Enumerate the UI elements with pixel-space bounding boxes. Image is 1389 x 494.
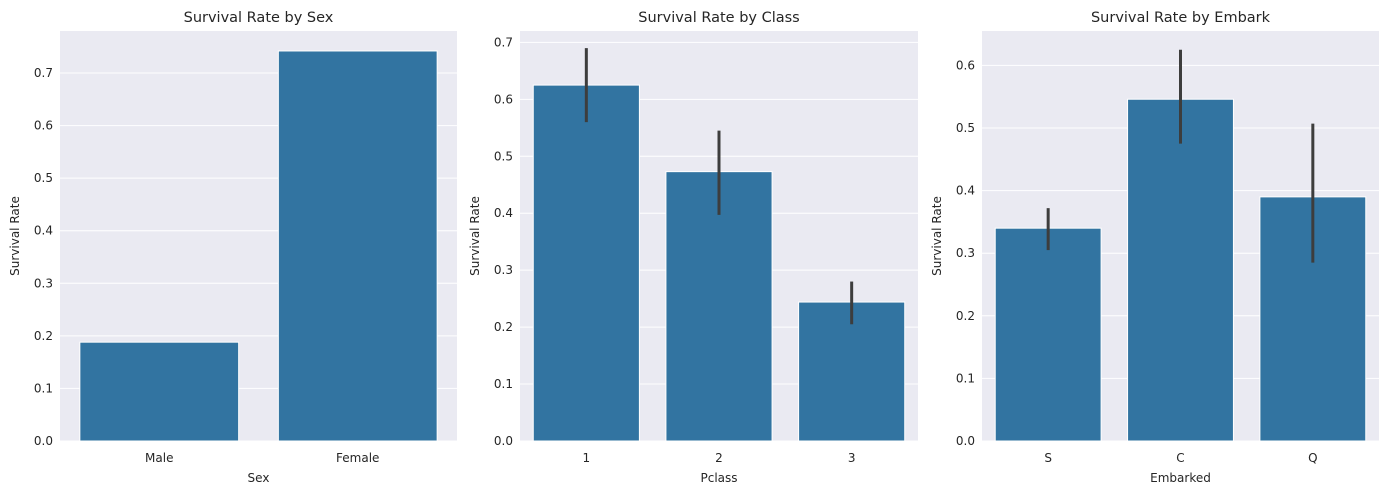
chart-panel-3: 0.0 0.1 0.2 0.3 0.4 0.5 0.6 S C Q Survival Rate by… bbox=[930, 10, 1379, 485]
y-tick-label: 0.6 bbox=[494, 92, 513, 106]
x-tick-label: 1 bbox=[583, 451, 591, 465]
bar-male bbox=[79, 341, 240, 442]
y-tick-label: 0.5 bbox=[34, 171, 53, 185]
y-tick-label: 0.3 bbox=[956, 246, 975, 260]
bar-female bbox=[277, 50, 438, 442]
chart-title: Survival Rate by Class bbox=[638, 10, 799, 26]
y-tick-label: 0.6 bbox=[956, 58, 975, 72]
y-tick-label: 0.2 bbox=[34, 329, 53, 343]
y-tick-label: 0.7 bbox=[34, 66, 53, 80]
y-tick-label: 0.3 bbox=[34, 276, 53, 290]
y-tick-label: 0.4 bbox=[956, 184, 975, 198]
y-tick-label: 0.1 bbox=[956, 371, 975, 385]
bar-1 bbox=[532, 84, 640, 442]
y-tick-label: 0.5 bbox=[956, 121, 975, 135]
y-tick-label: 0.0 bbox=[34, 434, 53, 448]
y-tick-label: 0.4 bbox=[494, 206, 513, 220]
x-axis-label: Embarked bbox=[1150, 471, 1211, 485]
y-tick-label: 0.5 bbox=[494, 149, 513, 163]
y-tick-label: 0.6 bbox=[34, 119, 53, 133]
chart-title: Survival Rate by Sex bbox=[184, 10, 334, 26]
y-axis-label: Survival Rate bbox=[8, 196, 22, 276]
bar-c bbox=[1127, 98, 1234, 442]
x-axis-label: Sex bbox=[248, 471, 270, 485]
bar-2 bbox=[665, 171, 773, 442]
y-tick-label: 0.1 bbox=[34, 381, 53, 395]
y-tick-label: 0.3 bbox=[494, 263, 513, 277]
y-tick-label: 0.0 bbox=[956, 434, 975, 448]
y-axis-label: Survival Rate bbox=[468, 196, 482, 276]
x-tick-label: 2 bbox=[715, 451, 723, 465]
x-tick-label: 3 bbox=[848, 451, 856, 465]
x-tick-label: C bbox=[1176, 451, 1184, 465]
x-tick-label: Female bbox=[336, 451, 379, 465]
chart-panel-2: 0.0 0.1 0.2 0.3 0.4 0.5 0.6 0.7 1 2 3 Survival Rate… bbox=[468, 10, 918, 485]
chart-title: Survival Rate by Embark bbox=[1091, 10, 1271, 26]
x-tick-label: Male bbox=[145, 451, 173, 465]
x-tick-label: S bbox=[1044, 451, 1052, 465]
y-tick-label: 0.2 bbox=[956, 309, 975, 323]
y-axis-label: Survival Rate bbox=[930, 196, 944, 276]
bar-3 bbox=[798, 301, 906, 442]
y-tick-label: 0.2 bbox=[494, 320, 513, 334]
bar-s bbox=[994, 227, 1102, 442]
y-tick-label: 0.4 bbox=[34, 224, 53, 238]
chart-panel-1: 0.0 0.1 0.2 0.3 0.4 0.5 0.6 0.7 Male Female Surviv… bbox=[8, 10, 457, 485]
x-tick-label: Q bbox=[1308, 451, 1317, 465]
y-tick-label: 0.1 bbox=[494, 377, 513, 391]
x-axis-label: Pclass bbox=[700, 471, 737, 485]
y-tick-label: 0.0 bbox=[494, 434, 513, 448]
y-tick-label: 0.7 bbox=[494, 35, 513, 49]
